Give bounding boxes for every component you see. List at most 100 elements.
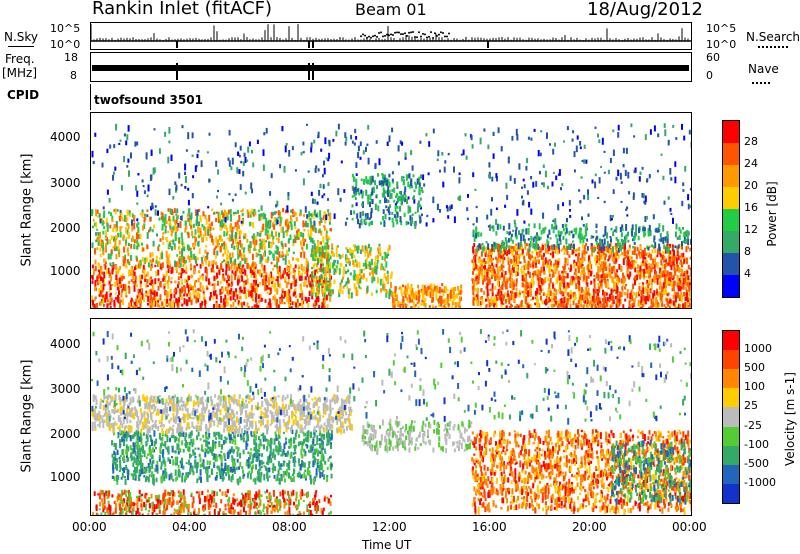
power-cell <box>188 289 190 294</box>
power-cell <box>189 291 191 296</box>
power-cell <box>127 158 130 163</box>
power-cell <box>440 295 443 301</box>
power-cell <box>197 235 200 239</box>
power-cell <box>91 209 94 215</box>
power-cell <box>146 209 149 212</box>
power-cell <box>227 263 230 268</box>
power-cell <box>526 305 529 310</box>
power-cell <box>620 200 623 203</box>
power-cell <box>371 276 374 284</box>
power-cell <box>318 221 321 224</box>
power-cell <box>306 214 309 219</box>
power-cell <box>525 295 528 303</box>
power-cell <box>190 274 193 279</box>
nsky-label: N.Sky <box>4 30 39 44</box>
power-cell <box>149 282 152 285</box>
power-cell <box>475 232 478 239</box>
power-cell <box>578 261 581 267</box>
power-cell <box>548 259 551 262</box>
power-cell <box>354 259 357 263</box>
power-cell <box>278 282 281 289</box>
power-cell <box>538 223 541 230</box>
power-cell <box>168 188 171 196</box>
power-cell <box>233 263 236 270</box>
power-cell <box>263 245 266 252</box>
power-cell <box>263 275 266 280</box>
power-cell <box>228 234 231 241</box>
power-cell <box>279 216 282 224</box>
power-cell <box>502 255 505 260</box>
power-cell <box>662 282 665 290</box>
power-cell <box>206 272 209 277</box>
power-cell <box>407 283 409 289</box>
power-cell <box>260 273 263 278</box>
power-cell <box>358 284 361 289</box>
power-cell <box>385 177 388 182</box>
power-cell <box>259 254 262 261</box>
power-cell <box>217 217 220 224</box>
power-cell <box>276 248 279 255</box>
power-cell <box>166 304 169 308</box>
power-cell <box>534 290 537 296</box>
power-cell <box>630 123 633 128</box>
power-cell <box>154 296 157 301</box>
power-cell <box>204 257 207 262</box>
power-cell <box>288 293 291 300</box>
power-cell <box>560 290 563 295</box>
power-cell <box>628 244 631 249</box>
power-cell <box>626 214 629 217</box>
power-cell <box>117 233 120 238</box>
power-cell <box>585 251 588 254</box>
power-cell <box>126 229 129 235</box>
power-cell <box>196 153 199 159</box>
power-cell <box>321 195 324 199</box>
power-cell <box>608 263 611 268</box>
power-cell <box>496 223 499 230</box>
power-cell <box>661 291 664 298</box>
power-cell <box>170 281 173 284</box>
power-cell <box>329 212 332 220</box>
power-cell <box>285 290 288 297</box>
power-cell <box>490 296 493 304</box>
power-cell <box>185 225 188 230</box>
power-cell <box>151 297 154 304</box>
power-cell <box>291 281 294 285</box>
power-cell <box>453 294 456 301</box>
power-cell <box>191 236 194 239</box>
power-cell <box>239 268 241 274</box>
power-cell <box>136 232 138 240</box>
power-cell <box>418 182 421 188</box>
power-cell <box>635 224 638 232</box>
power-cell <box>575 272 578 280</box>
power-cell <box>122 298 124 306</box>
power-cell <box>231 270 234 274</box>
station-title: Rankin Inlet (fitACF) <box>92 0 273 19</box>
power-cell <box>226 230 229 234</box>
power-cell <box>276 261 279 269</box>
power-cell <box>141 212 144 218</box>
power-cell <box>528 223 531 227</box>
power-cell <box>448 299 451 302</box>
power-cell <box>119 209 122 213</box>
power-cell <box>231 252 234 259</box>
power-cell <box>323 300 326 304</box>
power-cell <box>594 126 597 129</box>
power-cell <box>184 278 187 284</box>
power-cell <box>593 244 596 248</box>
power-cell <box>573 228 576 232</box>
power-cell <box>608 300 611 303</box>
power-cell <box>310 253 313 258</box>
power-cell <box>420 206 422 210</box>
power-cell <box>255 292 258 300</box>
power-cell <box>208 179 211 182</box>
power-cell <box>238 154 241 158</box>
power-cell <box>216 265 219 269</box>
power-cell <box>220 202 223 206</box>
power-cell <box>104 264 107 270</box>
power-cell <box>553 303 556 307</box>
power-cell <box>194 239 197 246</box>
power-cell <box>663 277 666 281</box>
power-cell <box>573 169 576 173</box>
power-cell <box>167 283 170 289</box>
power-cell <box>294 269 296 273</box>
